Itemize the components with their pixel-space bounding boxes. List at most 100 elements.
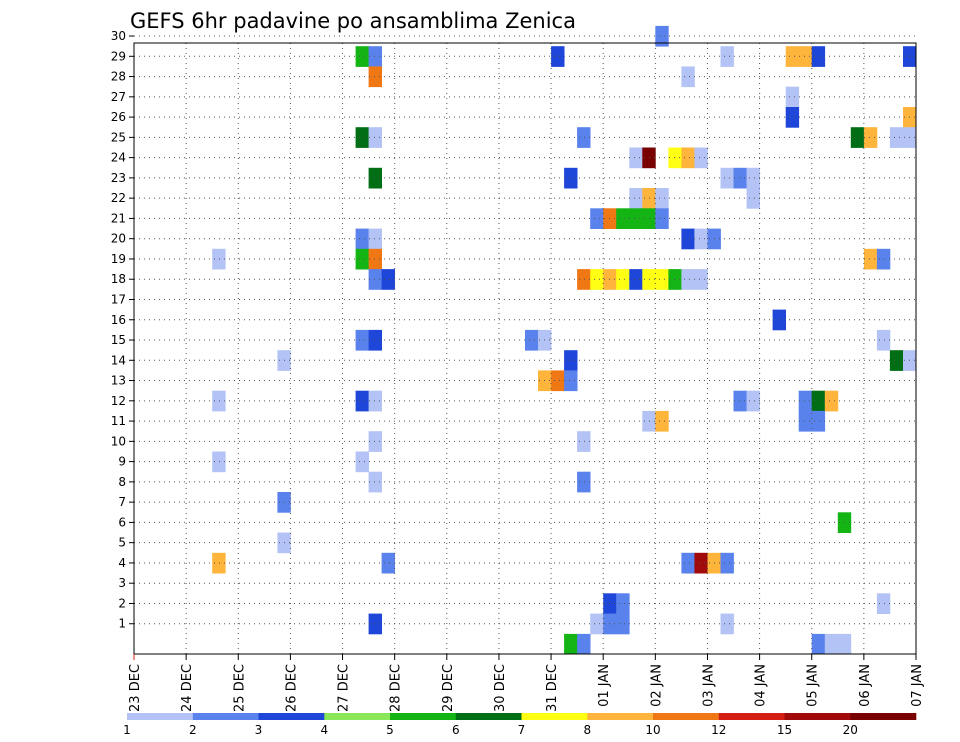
x-tick-label: 01 JAN: [597, 664, 612, 707]
heatmap-cell: [368, 390, 382, 412]
heatmap-cell: [837, 633, 852, 655]
heatmap-cell: [368, 127, 382, 148]
y-tick-label: 24: [111, 151, 126, 165]
y-tick-label: 9: [118, 455, 126, 469]
legend-swatch: [587, 713, 654, 720]
y-axis-ticks: 1234567891011121314151617181920212223242…: [111, 29, 134, 631]
y-tick-label: 18: [111, 272, 126, 286]
heatmap-cell: [655, 188, 669, 209]
heatmap-cell: [811, 46, 826, 67]
heatmap-cell: [863, 248, 878, 270]
y-tick-label: 15: [111, 333, 126, 347]
heatmap-cell: [525, 329, 539, 351]
heatmap-cell: [889, 127, 904, 148]
heatmap-cell: [681, 147, 695, 169]
heatmap-cell: [577, 633, 591, 655]
heatmap-cell: [798, 410, 813, 432]
heatmap-cell: [368, 167, 382, 189]
heatmap-cell: [629, 269, 643, 290]
heatmap-cell: [811, 390, 826, 412]
y-tick-label: 14: [111, 353, 126, 367]
heatmap-cell: [577, 127, 591, 148]
heatmap-cell: [629, 208, 643, 229]
heatmap-cell: [668, 269, 682, 290]
legend-label: 5: [386, 723, 394, 737]
heatmap-cell: [564, 633, 578, 655]
heatmap-cell: [733, 167, 747, 189]
heatmap-cell: [655, 410, 669, 432]
heatmap-cell: [590, 613, 604, 635]
legend-swatch: [521, 713, 588, 720]
heatmap-cell: [616, 613, 630, 635]
heatmap-cell: [355, 46, 369, 67]
heatmap-cell: [381, 552, 395, 574]
x-tick-label: 06 JAN: [858, 664, 873, 707]
x-tick-label: 04 JAN: [754, 664, 769, 707]
legend-swatch: [390, 713, 456, 720]
heatmap-cell: [590, 208, 604, 229]
heatmap-cell: [785, 86, 800, 108]
heatmap-cell: [577, 471, 591, 493]
heatmap-cell: [655, 208, 669, 229]
heatmap-cell: [564, 167, 578, 189]
heatmap-cell: [785, 46, 800, 67]
legend-label: 15: [777, 723, 792, 737]
heatmap-cell: [368, 46, 382, 67]
y-tick-label: 30: [111, 29, 126, 43]
heatmap-cell: [212, 248, 226, 270]
heatmap-cell: [720, 613, 734, 635]
legend-swatch: [192, 713, 259, 720]
heatmap-cell: [746, 188, 760, 209]
legend-swatch: [718, 713, 785, 720]
heatmap-cell: [681, 552, 695, 574]
x-tick-label: 23 DEC: [128, 664, 143, 712]
y-tick-label: 7: [118, 495, 126, 509]
color-legend: 1 2 3 4 5 6 7 8 10 12 15 20: [123, 713, 917, 737]
x-axis-ticks: 23 DEC 24 DEC 25 DEC 26 DEC 27 DEC 28 DEC 29 D…: [128, 654, 925, 712]
heatmap-cell: [694, 147, 708, 169]
y-tick-label: 8: [118, 475, 126, 489]
y-tick-label: 26: [111, 110, 126, 124]
legend-label: 20: [843, 723, 858, 737]
heatmap-cell: [785, 107, 800, 128]
heatmap-cell: [368, 66, 382, 88]
heatmap-cell: [694, 552, 708, 574]
legend-label: 3: [255, 723, 263, 737]
heatmap-cell: [212, 552, 226, 574]
x-tick-label: 31 DEC: [545, 664, 560, 712]
y-tick-label: 22: [111, 191, 126, 205]
heatmap-cell: [746, 390, 760, 412]
heatmap-cell: [655, 269, 669, 290]
heatmap-cell: [681, 66, 695, 88]
heatmap-cell: [720, 552, 734, 574]
heatmap-cell: [863, 127, 878, 148]
heatmap-cell: [746, 167, 760, 189]
heatmap-cell: [368, 269, 382, 290]
heatmap-cell: [720, 167, 734, 189]
legend-swatch: [784, 713, 851, 720]
heatmap-cell: [694, 228, 708, 250]
y-tick-label: 10: [111, 434, 126, 448]
heatmap-cell: [355, 451, 369, 473]
heatmap-cell: [876, 593, 891, 614]
heatmap-cell: [798, 390, 813, 412]
heatmap-cell: [824, 390, 839, 412]
y-tick-label: 28: [111, 70, 126, 84]
heatmap-cell: [889, 350, 904, 371]
x-tick-label: 03 JAN: [702, 664, 717, 707]
heatmap-cell: [368, 329, 382, 351]
y-tick-label: 19: [111, 252, 126, 266]
legend-swatch: [455, 713, 522, 720]
y-tick-label: 12: [111, 394, 126, 408]
x-tick-label: 27 DEC: [337, 664, 352, 712]
y-tick-label: 13: [111, 374, 126, 388]
y-tick-label: 27: [111, 90, 126, 104]
heatmap-cell: [850, 127, 865, 148]
legend-swatch: [324, 713, 391, 720]
legend-swatch: [258, 713, 325, 720]
legend-label: 4: [320, 723, 328, 737]
y-tick-label: 23: [111, 171, 126, 185]
heatmap-cell: [564, 370, 578, 392]
y-tick-label: 2: [118, 596, 126, 610]
